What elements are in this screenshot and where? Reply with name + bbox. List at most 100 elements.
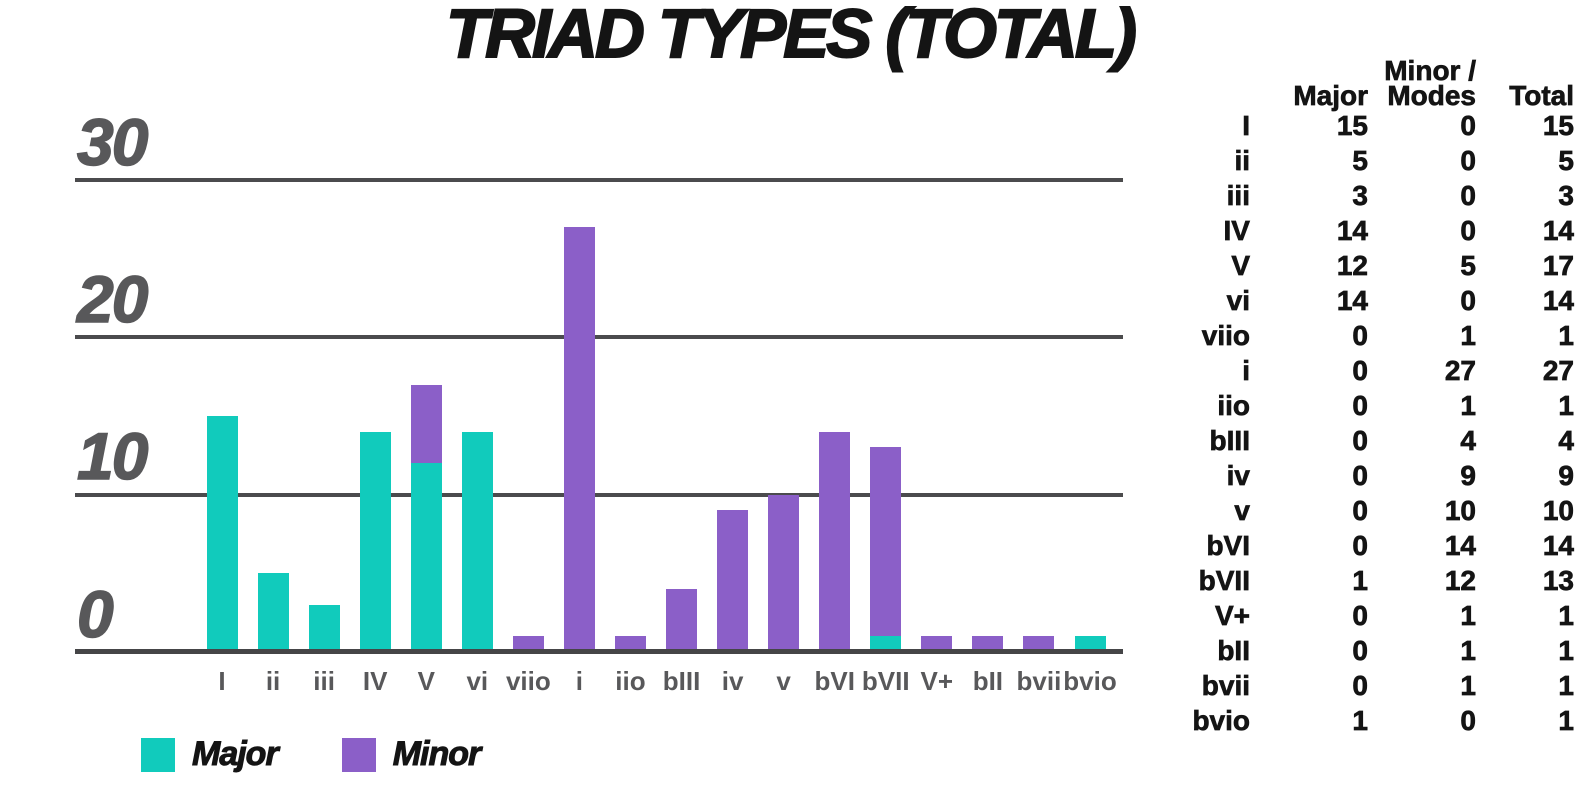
table-cell: 10 [1444,495,1476,527]
table-cell: 15 [1336,110,1368,142]
table-cell: 1 [1460,635,1476,667]
bar-viio-minor [512,636,544,652]
bar-v-minor [768,494,800,652]
x-axis-label-bvii: bvii [1016,666,1062,696]
table-cell: 27 [1542,355,1574,387]
table-row-label-bII: bII [1217,635,1250,667]
table-cell: 1 [1352,705,1368,737]
x-axis-label-iio: iio [615,666,646,696]
table-row-label-viio: viio [1201,320,1250,352]
table-row-label-bVI: bVI [1206,530,1250,562]
table-cell: 15 [1542,110,1574,142]
table-cell: 3 [1352,180,1368,212]
bar-bVII-major [870,636,902,652]
table-cell: 0 [1352,425,1368,457]
table-cell: 1 [1558,670,1574,702]
x-axis-label-viio: viio [505,666,551,696]
triad-summary-table: Major Minor / Modes Total I 15 0 15 ii 5 0 5 iii 3 0 3… [1174,50,1574,738]
table-cell: 9 [1558,460,1574,492]
table-cell: 5 [1460,250,1476,282]
table-cell: 0 [1352,355,1368,387]
table-cell: 12 [1444,565,1476,597]
table-cell: 1 [1352,565,1368,597]
table-cell: 14 [1336,215,1368,247]
bar-bVII-minor [870,447,902,637]
table-cell: 12 [1336,250,1368,282]
y-axis-label-20: 20 [76,261,149,336]
bar-bvio-major [1074,636,1106,652]
x-axis-baseline [75,649,1123,654]
table-row-label-iio: iio [1217,390,1250,422]
table-cell: 1 [1460,390,1476,422]
table-cell: 4 [1558,425,1574,457]
table-cell: 0 [1352,600,1368,632]
table-cell: 1 [1460,320,1476,352]
legend-label-minor: Minor [392,735,482,774]
x-axis-label-vi: vi [466,666,489,696]
table-cell: 0 [1352,460,1368,492]
table-row-label-bvio: bvio [1192,705,1250,737]
x-axis-label-bVI: bVI [814,666,855,696]
table-cell: 0 [1460,705,1476,737]
table-cell: 0 [1352,670,1368,702]
table-cell: 1 [1558,705,1574,737]
table-header-total: Total [1509,80,1575,111]
x-axis-label-i: i [575,666,584,696]
bar-i-minor [563,227,595,652]
x-axis-label-iii: iii [313,666,335,696]
table-cell: 0 [1352,320,1368,352]
table-cell: 14 [1542,215,1574,247]
legend-item-major: Major [141,735,280,774]
table-cell: 4 [1460,425,1476,457]
table-cell: 14 [1444,530,1476,562]
table-cell: 9 [1460,460,1476,492]
table-cell: 1 [1558,600,1574,632]
table-cell: 0 [1460,180,1476,212]
x-axis-label-bII: bII [972,666,1004,696]
bar-IV-major [359,431,391,652]
x-axis-label-I: I [218,666,226,696]
table-row-label-i: i [1242,355,1250,387]
table-cell: 0 [1352,635,1368,667]
x-axis-label-V+: V+ [920,666,954,696]
table-cell: 0 [1352,530,1368,562]
bar-ii-major [257,573,289,652]
legend-item-minor: Minor [341,735,482,774]
bar-V-major [410,463,442,652]
table-cell: 10 [1542,495,1574,527]
table-row-label-iv: iv [1226,460,1250,492]
table-header-minor-modes: Minor / Modes [1384,55,1476,111]
table-cell: 0 [1460,110,1476,142]
gridline-10 [75,492,1123,497]
x-axis-label-v: v [776,666,791,696]
table-row-label-bvii: bvii [1201,670,1250,702]
bar-bII-minor [972,636,1004,652]
bar-iio-minor [614,636,646,652]
x-axis-label-bVII: bVII [861,666,910,696]
major-color-swatch [141,737,175,772]
bar-iii-major [308,604,340,652]
chart-title: TRIAD TYPES (TOTAL) [445,0,1138,73]
table-row-label-V: V [1231,250,1250,282]
y-axis-label-30: 30 [76,104,149,179]
legend-label-major: Major [192,735,280,774]
bar-bVI-minor [819,431,851,652]
table-cell: 1 [1460,670,1476,702]
chart-legend: Major Minor [141,735,482,774]
table-row-label-bIII: bIII [1209,425,1250,457]
table-cell: 14 [1336,285,1368,317]
table-row-label-iii: iii [1226,180,1250,212]
table-cell: 5 [1558,145,1574,177]
bar-bIII-minor [666,589,698,652]
table-cell: 17 [1542,250,1574,282]
table-cell: 1 [1558,320,1574,352]
bar-bvii-minor [1023,636,1055,652]
x-axis-label-iv: iv [721,666,744,696]
table-cell: 14 [1542,285,1574,317]
table-cell: 0 [1460,215,1476,247]
bar-vi-major [461,431,493,652]
gridline-20 [75,335,1123,340]
table-row-label-ii: ii [1234,145,1250,177]
table-cell: 0 [1460,145,1476,177]
